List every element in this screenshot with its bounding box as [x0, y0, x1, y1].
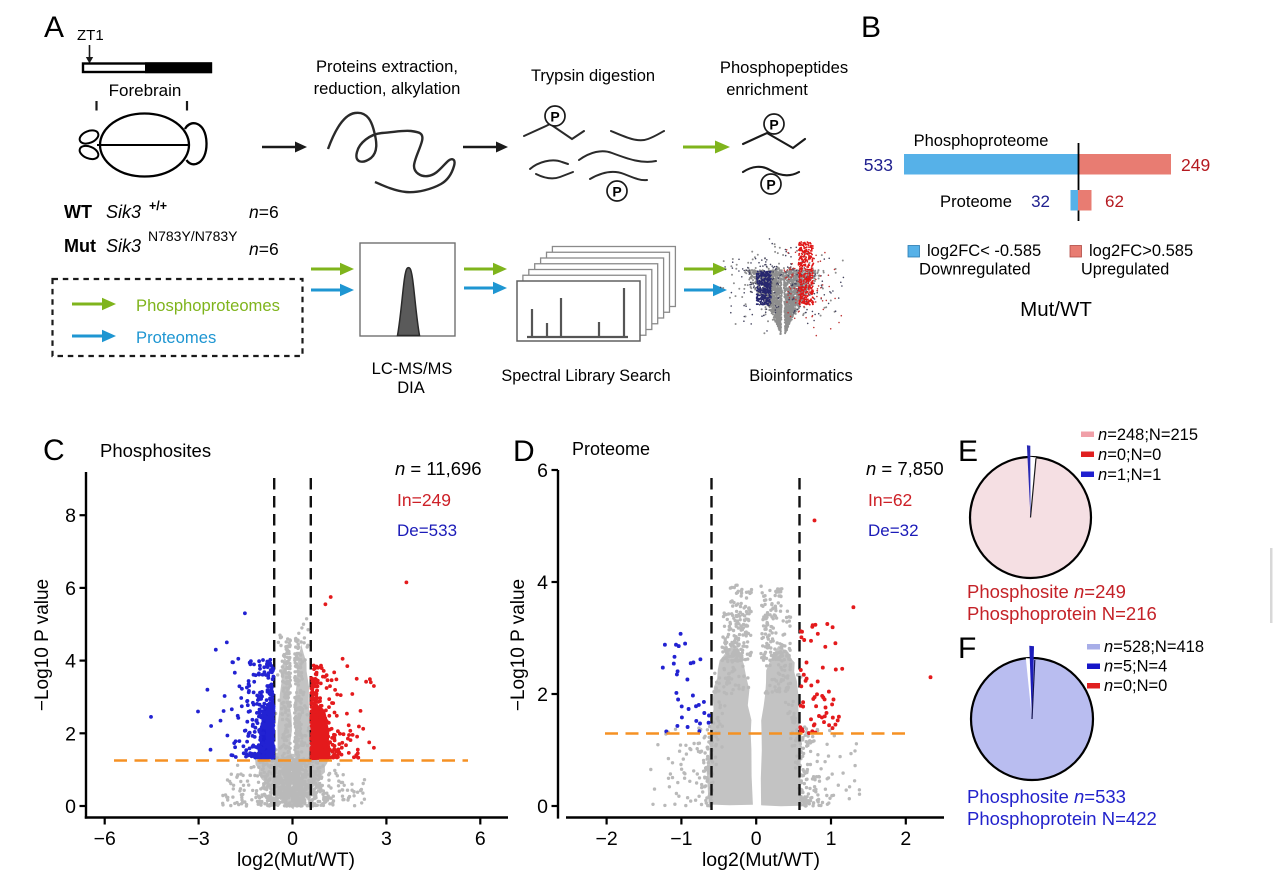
- svg-text:−Log10 P value: −Log10 P value: [32, 579, 53, 711]
- svg-text:In=249: In=249: [397, 490, 451, 510]
- svg-text:Phosphosite n=533: Phosphosite n=533: [967, 786, 1126, 807]
- svg-text:2: 2: [900, 828, 911, 850]
- svg-text:De=32: De=32: [868, 521, 919, 540]
- svg-text:Phosphoprotein N=216: Phosphoprotein N=216: [967, 603, 1157, 624]
- svg-text:n=0;N=0: n=0;N=0: [1098, 446, 1161, 464]
- svg-text:−1: −1: [670, 828, 692, 850]
- svg-text:2: 2: [65, 723, 76, 745]
- svg-text:A: A: [44, 11, 64, 44]
- svg-text:4: 4: [65, 651, 76, 673]
- svg-text:n=0;N=0: n=0;N=0: [1104, 677, 1167, 695]
- svg-text:Phosphoprotein N=422: Phosphoprotein N=422: [967, 808, 1157, 829]
- svg-text:n=528;N=418: n=528;N=418: [1104, 638, 1204, 656]
- svg-text:Forebrain: Forebrain: [109, 81, 182, 100]
- svg-text:P: P: [766, 177, 775, 193]
- svg-text:Phosphosites: Phosphosites: [100, 440, 211, 461]
- svg-text:Mut/WT: Mut/WT: [1020, 298, 1092, 321]
- svg-text:6: 6: [475, 828, 486, 850]
- svg-text:n=1;N=1: n=1;N=1: [1098, 466, 1161, 484]
- svg-text:reduction, alkylation: reduction, alkylation: [314, 79, 461, 98]
- svg-text:1: 1: [826, 828, 837, 850]
- svg-text:62: 62: [1105, 192, 1124, 211]
- svg-text:Mut: Mut: [64, 236, 96, 256]
- svg-text:Proteome: Proteome: [572, 439, 650, 459]
- svg-text:0: 0: [751, 828, 762, 850]
- svg-text:n = 11,696: n = 11,696: [395, 458, 482, 479]
- svg-text:DIA: DIA: [397, 379, 425, 397]
- svg-text:Proteomes: Proteomes: [136, 328, 216, 347]
- svg-text:Spectral Library Search: Spectral Library Search: [501, 367, 670, 385]
- svg-text:8: 8: [65, 505, 76, 527]
- svg-text:−2: −2: [595, 828, 617, 850]
- svg-text:E: E: [958, 435, 978, 468]
- svg-text:Proteins extraction,: Proteins extraction,: [316, 57, 458, 76]
- svg-text:In=62: In=62: [868, 490, 912, 510]
- svg-text:−6: −6: [94, 828, 116, 850]
- svg-text:6: 6: [65, 578, 76, 600]
- svg-text:+/+: +/+: [149, 199, 167, 213]
- svg-text:P: P: [550, 109, 559, 125]
- svg-text:6: 6: [537, 460, 548, 482]
- svg-text:Downregulated: Downregulated: [919, 260, 1031, 279]
- svg-text:Bioinformatics: Bioinformatics: [749, 367, 853, 385]
- svg-text:0: 0: [537, 796, 548, 818]
- svg-text:B: B: [861, 11, 881, 44]
- svg-text:Sik3: Sik3: [106, 202, 141, 222]
- svg-text:2: 2: [537, 684, 548, 706]
- svg-text:De=533: De=533: [397, 521, 457, 540]
- svg-text:−Log10 P value: −Log10 P value: [508, 579, 529, 711]
- svg-text:P: P: [769, 117, 778, 133]
- svg-text:32: 32: [1031, 192, 1050, 211]
- svg-text:249: 249: [1181, 155, 1210, 175]
- svg-text:0: 0: [65, 796, 76, 818]
- svg-text:n = 7,850: n = 7,850: [866, 458, 944, 479]
- svg-text:533: 533: [864, 155, 893, 175]
- svg-text:n=6: n=6: [249, 202, 279, 222]
- svg-text:log2(Mut/WT): log2(Mut/WT): [702, 849, 820, 871]
- svg-text:Upregulated: Upregulated: [1081, 261, 1169, 279]
- svg-text:n=5;N=4: n=5;N=4: [1104, 658, 1167, 676]
- svg-text:WT: WT: [64, 202, 92, 222]
- svg-text:log2FC>0.585: log2FC>0.585: [1089, 242, 1193, 260]
- svg-text:C: C: [43, 434, 65, 467]
- svg-text:n=248;N=215: n=248;N=215: [1098, 426, 1198, 444]
- svg-text:Trypsin digestion: Trypsin digestion: [531, 67, 655, 85]
- svg-text:n=6: n=6: [249, 239, 279, 259]
- svg-text:P: P: [612, 184, 621, 200]
- svg-text:enrichment: enrichment: [726, 81, 808, 99]
- svg-text:D: D: [513, 435, 535, 468]
- svg-text:Phosphoproteome: Phosphoproteome: [914, 132, 1049, 150]
- svg-text:0: 0: [287, 828, 298, 850]
- svg-text:ZT1: ZT1: [77, 27, 104, 44]
- svg-text:Phosphoproteomes: Phosphoproteomes: [136, 296, 280, 315]
- svg-text:Phosphopeptides: Phosphopeptides: [720, 58, 848, 77]
- svg-text:Sik3: Sik3: [106, 236, 141, 256]
- svg-text:LC-MS/MS: LC-MS/MS: [372, 360, 453, 378]
- svg-text:Proteome: Proteome: [940, 192, 1012, 211]
- svg-text:log2FC< -0.585: log2FC< -0.585: [927, 242, 1041, 260]
- svg-text:3: 3: [381, 828, 392, 850]
- svg-text:N783Y/N783Y: N783Y/N783Y: [148, 228, 238, 244]
- svg-text:F: F: [958, 632, 976, 665]
- svg-text:Phosphosite n=249: Phosphosite n=249: [967, 581, 1126, 602]
- svg-text:log2(Mut/WT): log2(Mut/WT): [237, 849, 355, 871]
- svg-text:4: 4: [537, 572, 548, 594]
- svg-text:−3: −3: [187, 828, 209, 850]
